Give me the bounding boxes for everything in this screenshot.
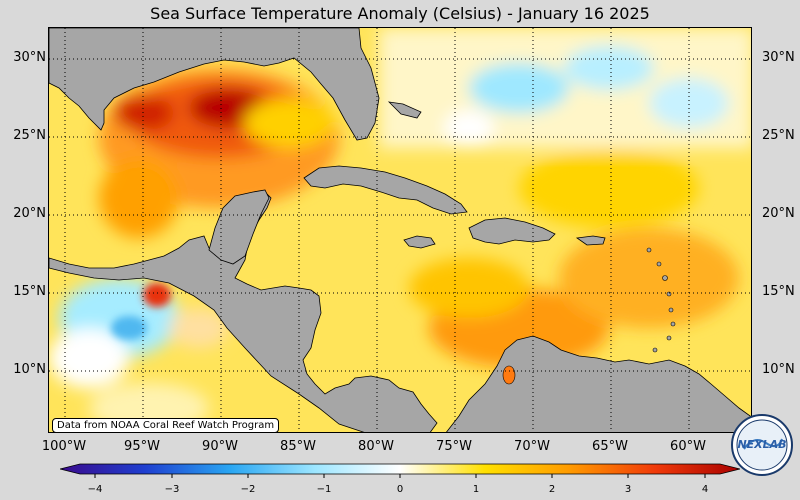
lat-label-right-15n: 15°N: [762, 284, 795, 299]
lon-label-90w: 90°W: [202, 439, 238, 454]
lon-label-85w: 85°W: [280, 439, 316, 454]
lat-label-right-25n: 25°N: [762, 128, 795, 143]
north-america-land: [49, 28, 380, 141]
bahamas-land: [387, 101, 422, 119]
data-credit: Data from NOAA Coral Reef Watch Program: [52, 418, 280, 433]
land-masses: [49, 28, 751, 432]
colorbar-tick-minus2: −2: [240, 484, 256, 495]
lon-label-95w: 95°W: [124, 439, 160, 454]
colorbar-tick-minus4: −4: [87, 484, 103, 495]
map-title: Sea Surface Temperature Anomaly (Celsius…: [150, 4, 650, 23]
colorbar-tick-2: 2: [548, 484, 556, 495]
sst-anomaly-map: [48, 27, 752, 433]
lon-label-60w: 60°W: [670, 439, 706, 454]
lat-label-10n: 10°N: [13, 362, 46, 377]
lon-label-75w: 75°W: [436, 439, 472, 454]
lat-label-right-20n: 20°N: [762, 206, 795, 221]
graticule: [49, 28, 751, 432]
lon-label-80w: 80°W: [358, 439, 394, 454]
lon-label-100w: 100°W: [41, 439, 87, 454]
lat-label-right-30n: 30°N: [762, 50, 795, 65]
hispaniola-land: [468, 217, 556, 245]
colorbar-tick-0: 0: [396, 484, 404, 495]
logo-text: NEXLAB: [737, 438, 786, 451]
lat-label-30n: 30°N: [13, 50, 46, 65]
lat-label-15n: 15°N: [13, 284, 46, 299]
lon-label-65w: 65°W: [592, 439, 628, 454]
puerto-rico-land: [575, 235, 606, 246]
colorbar-tick-minus3: −3: [164, 484, 180, 495]
colorbar-tick-4: 4: [701, 484, 709, 495]
colorbar: [60, 463, 740, 478]
lat-label-25n: 25°N: [13, 128, 46, 143]
colorbar-tick-3: 3: [624, 484, 632, 495]
colorbar-tick-1: 1: [472, 484, 480, 495]
south-america-land: [446, 335, 751, 432]
colorbar-tick-minus1: −1: [316, 484, 332, 495]
yucatan-land: [208, 189, 270, 265]
lat-label-20n: 20°N: [13, 206, 46, 221]
lon-label-70w: 70°W: [514, 439, 550, 454]
lat-label-right-10n: 10°N: [762, 362, 795, 377]
nexlab-logo: NEXLAB: [731, 414, 793, 476]
jamaica-land: [403, 235, 436, 249]
cuba-land: [303, 165, 468, 215]
lake-maracaibo: [502, 365, 516, 385]
